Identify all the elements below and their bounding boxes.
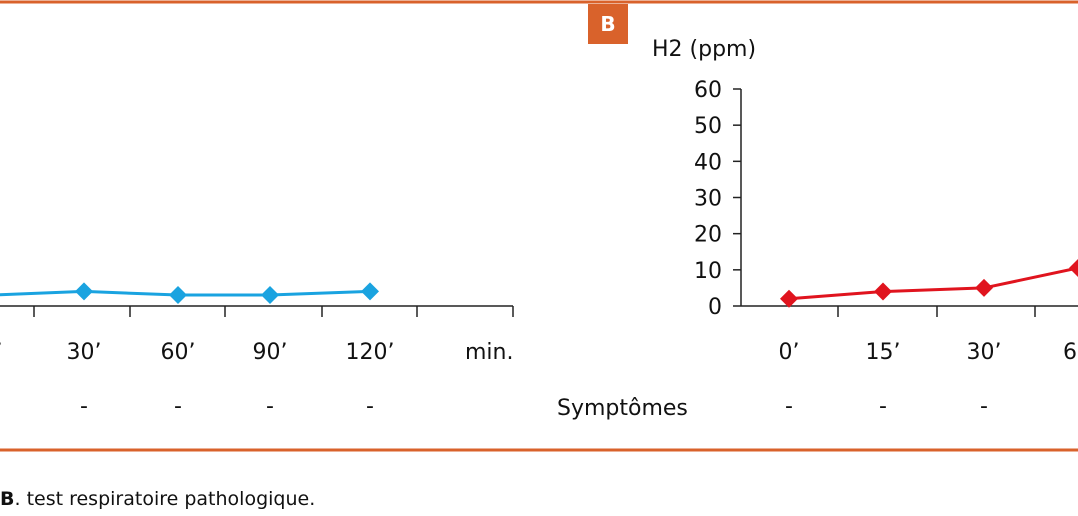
x-tick-label-b: 6 (1063, 340, 1077, 365)
symptom-mark-b: - (980, 394, 988, 419)
chart-panel-a: 0’ 30’ 60’ 90’ 120’ min. - - - - (0, 282, 514, 419)
y-axis-title-b: H2 (ppm) (652, 37, 756, 62)
x-tick-label-a: 30’ (67, 340, 102, 365)
x-tick-label-a: 0’ (0, 340, 3, 365)
x-tick-label-a: 120’ (346, 340, 395, 365)
y-tick-label-b: 0 (708, 295, 722, 320)
symptom-mark-a: - (174, 394, 182, 419)
data-point-a (169, 286, 187, 305)
symptom-mark-a: - (366, 394, 374, 419)
y-tick-label-b: 50 (694, 114, 722, 139)
x-tick-label-b: 15’ (866, 340, 901, 365)
symptom-mark-a: - (80, 394, 88, 419)
data-point-b (780, 289, 798, 308)
figure-caption: B. test respiratoire pathologique. (0, 488, 315, 510)
data-point-b (975, 278, 993, 297)
symptom-mark-a: - (266, 394, 274, 419)
panel-label-badge (588, 4, 628, 44)
chart-panel-b: B H2 (ppm) 0 10 20 30 40 50 60 0’ 15’ 30’ 6 - - - (588, 4, 1078, 419)
panel-label-b: B (600, 12, 615, 36)
data-point-b (1069, 259, 1078, 278)
x-tick-label-b: 30’ (967, 340, 1002, 365)
symptoms-label: Symptômes (557, 396, 688, 421)
data-point-a (261, 286, 279, 305)
x-tick-label-a: 90’ (253, 340, 288, 365)
y-tick-label-b: 10 (694, 259, 722, 284)
y-tick-label-b: 60 (694, 78, 722, 103)
series-line-b (788, 266, 1078, 301)
x-tick-label-a: 60’ (161, 340, 196, 365)
x-tick-label-b: 0’ (779, 340, 800, 365)
y-tick-label-b: 30 (694, 187, 722, 212)
x-unit-label-a: min. (465, 340, 513, 365)
y-tick-label-b: 40 (694, 150, 722, 175)
caption-text: . test respiratoire pathologique. (14, 488, 316, 510)
symptom-mark-b: - (879, 394, 887, 419)
data-point-a (75, 282, 93, 301)
data-point-a (0, 294, 1, 297)
data-point-a (361, 282, 379, 301)
symptom-mark-b: - (785, 394, 793, 419)
y-tick-label-b: 20 (694, 223, 722, 248)
data-point-b (874, 282, 892, 301)
caption-panel-ref: B (0, 488, 15, 510)
